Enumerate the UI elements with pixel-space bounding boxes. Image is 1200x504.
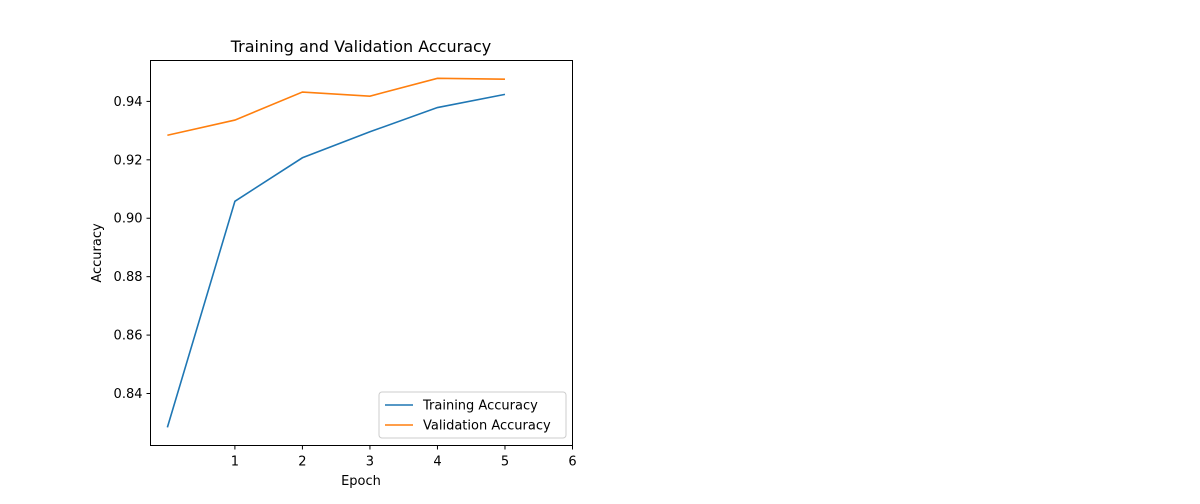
x-axis-label: Epoch [341,474,381,489]
y-tick-label: 0.94 [114,95,143,110]
x-tick-label: 2 [298,455,306,470]
plot-frame [150,60,573,446]
y-tick-label: 0.90 [114,212,143,227]
y-tick-label: 0.92 [114,153,143,168]
y-tick-label: 0.86 [114,329,143,344]
y-tick-label: 0.84 [114,387,143,402]
x-tick-label: 5 [501,455,509,470]
x-tick-label: 1 [231,455,239,470]
chart-title: Training and Validation Accuracy [230,37,492,56]
x-tick-label: 4 [433,455,441,470]
x-tick-label: 3 [366,455,374,470]
legend-box [378,391,567,439]
series-line-training [166,93,506,428]
legend: Training Accuracy Validation Accuracy [378,391,567,439]
legend-label: Training Accuracy [422,399,538,414]
legend-label: Validation Accuracy [423,419,551,434]
x-tick-label: 6 [568,455,576,470]
series-line-validation [167,77,505,137]
y-tick-label: 0.88 [114,270,143,285]
y-axis-label: Accuracy [90,223,105,283]
